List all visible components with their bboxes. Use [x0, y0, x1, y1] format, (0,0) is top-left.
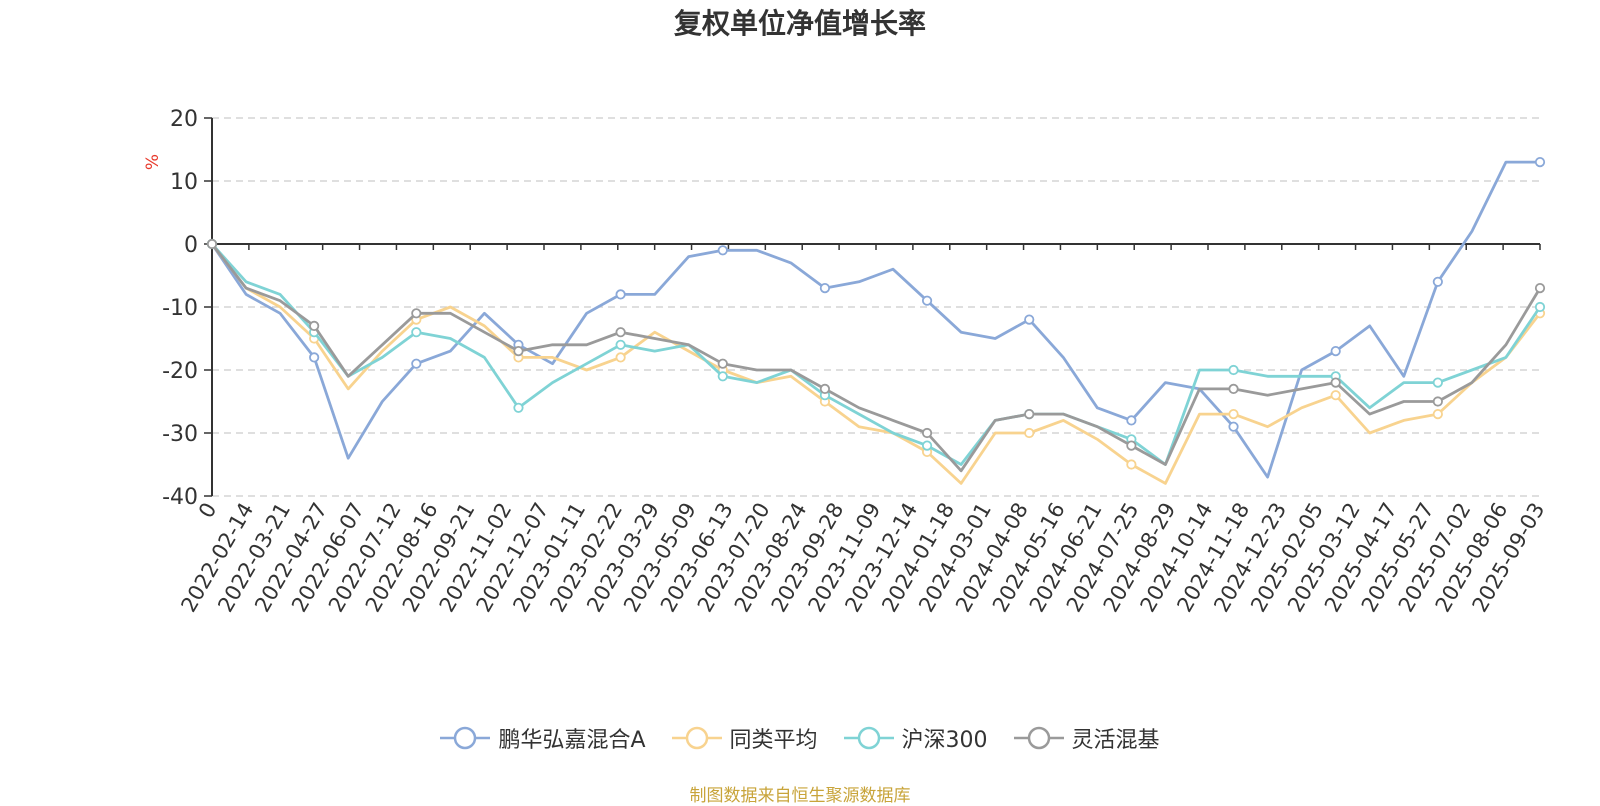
series-point-0	[1534, 157, 1546, 168]
y-tick-label: -20	[162, 359, 198, 384]
series-point-0	[1432, 276, 1443, 287]
series-point-1	[1432, 408, 1443, 420]
y-tick-label: 20	[170, 107, 198, 132]
series-point-0	[1126, 415, 1137, 426]
legend-label: 沪深300	[901, 728, 988, 753]
series-point-0	[1024, 314, 1035, 325]
series-point-0	[411, 358, 422, 369]
series-point-1	[1024, 427, 1035, 439]
legend-label: 灵活混基	[1071, 728, 1160, 753]
series-point-2	[1228, 364, 1239, 376]
legend: 鹏华弘嘉混合A 同类平均 沪深300 灵活混基	[0, 722, 1600, 754]
series-point-3	[717, 358, 728, 369]
label-layer: 20100-10-20-30-40%02022-02-142022-03-212…	[143, 107, 1549, 616]
series-point-3	[1228, 383, 1239, 394]
series-point-2	[411, 327, 422, 338]
series-point-0	[717, 245, 728, 256]
series-point-1	[615, 352, 626, 363]
legend-label: 同类平均	[729, 728, 818, 753]
x-tick-label: 0	[194, 499, 221, 523]
legend-label: 鹏华弘嘉混合A	[498, 728, 646, 753]
series-point-1	[1126, 459, 1137, 470]
series-point-3	[206, 238, 218, 250]
legend-swatch-icon	[843, 726, 894, 750]
series-point-0	[1228, 421, 1239, 432]
series-line-0	[210, 160, 1540, 479]
series-layer	[206, 157, 1546, 485]
series-point-3	[615, 327, 626, 338]
legend-item[interactable]: 鹏华弘嘉混合A	[440, 722, 646, 754]
y-tick-label: -30	[162, 422, 198, 447]
series-point-3	[1024, 408, 1035, 420]
series-point-3	[1126, 440, 1137, 451]
series-point-2	[921, 440, 933, 451]
series-point-1	[1330, 390, 1341, 401]
series-line-1	[210, 243, 1542, 485]
legend-item[interactable]: 同类平均	[671, 722, 818, 754]
series-point-0	[1330, 345, 1341, 357]
series-point-2	[513, 402, 524, 413]
y-tick-label: 10	[170, 170, 198, 195]
series-point-0	[921, 295, 933, 306]
axis-layer	[204, 117, 1541, 497]
source-note: 制图数据来自恒生聚源数据库	[689, 786, 911, 806]
series-point-3	[819, 383, 831, 394]
series-point-3	[1432, 396, 1443, 407]
series-point-2	[1534, 301, 1546, 313]
y-axis-label: %	[143, 154, 163, 170]
series-point-2	[615, 339, 626, 350]
legend-item[interactable]: 灵活混基	[1013, 722, 1160, 754]
series-line-3	[210, 243, 1542, 473]
series-point-3	[1534, 282, 1546, 294]
series-point-2	[1432, 377, 1443, 388]
y-tick-label: -10	[162, 296, 198, 321]
series-point-3	[1330, 377, 1341, 388]
chart-title: 复权单位净值增长率	[673, 7, 926, 40]
legend-swatch-icon	[1013, 726, 1064, 750]
grid-layer	[212, 117, 1540, 497]
series-point-0	[615, 289, 626, 300]
legend-swatch-icon	[671, 726, 722, 750]
legend-swatch-icon	[440, 726, 491, 750]
series-point-0	[309, 352, 320, 363]
series-point-3	[309, 320, 320, 331]
series-line-2	[210, 243, 1542, 466]
y-tick-label: -40	[162, 485, 198, 510]
series-point-1	[1228, 408, 1239, 420]
series-point-0	[819, 282, 831, 294]
y-tick-label: 0	[184, 233, 198, 258]
series-point-3	[921, 427, 933, 439]
series-point-3	[513, 345, 524, 357]
series-point-3	[411, 308, 422, 319]
legend-item[interactable]: 沪深300	[843, 722, 988, 754]
series-point-2	[717, 371, 728, 382]
